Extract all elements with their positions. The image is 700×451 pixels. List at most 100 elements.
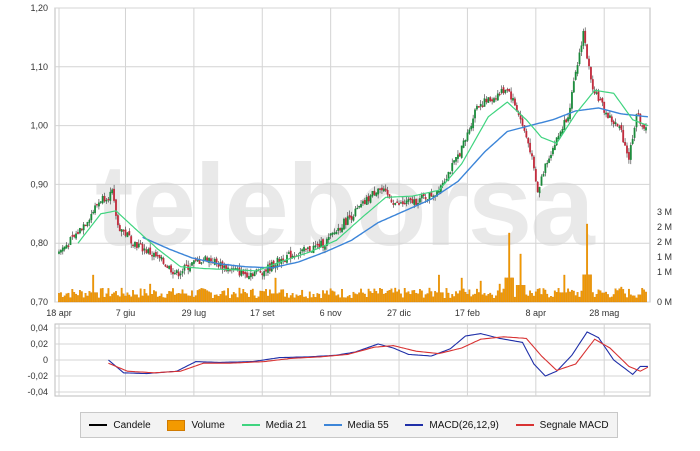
volume-bar <box>377 293 380 303</box>
legend-label: Media 21 <box>265 419 307 431</box>
volume-bar <box>413 290 416 303</box>
volume-bar <box>196 290 199 303</box>
candle-body <box>567 117 570 122</box>
volume-bar <box>495 295 497 303</box>
volume-bar <box>426 293 429 303</box>
candle-body <box>576 65 579 74</box>
volume-bar <box>401 297 404 303</box>
volume-bar <box>261 290 264 303</box>
volume-bar <box>559 292 562 303</box>
volume-bar <box>335 295 338 303</box>
volume-bar <box>316 293 319 303</box>
price-tick-label: 0,80 <box>30 238 48 248</box>
volume-bar <box>538 288 541 303</box>
volume-bar <box>381 288 383 303</box>
volume-bar <box>221 291 224 303</box>
volume-bar <box>192 296 195 303</box>
candle-body <box>512 98 514 101</box>
volume-bar <box>631 295 634 303</box>
candle-body <box>249 272 252 278</box>
volume-bar <box>445 288 448 303</box>
candle-body <box>474 109 476 119</box>
candle-body <box>58 251 60 254</box>
candle-body <box>153 253 155 257</box>
volume-bar <box>339 297 342 303</box>
volume-bar <box>84 293 87 303</box>
candle-body <box>424 197 427 200</box>
candle-body <box>464 140 467 142</box>
volume-bar <box>88 291 91 303</box>
candle-body <box>394 203 397 205</box>
candle-body <box>194 259 197 261</box>
candle-body <box>401 201 404 205</box>
volume-bar <box>337 294 340 303</box>
volume-bar <box>375 291 378 303</box>
volume-bar <box>457 293 459 303</box>
volume-bar <box>111 293 114 303</box>
candle-body <box>162 258 165 264</box>
volume-bar <box>303 296 305 303</box>
volume-bar <box>299 295 302 303</box>
candle-body <box>645 127 647 131</box>
volume-bar <box>453 296 456 303</box>
volume-bar <box>400 293 402 303</box>
volume-bar <box>143 288 146 303</box>
candle-body <box>457 154 459 159</box>
volume-bar <box>593 296 596 303</box>
candle-body <box>489 97 492 102</box>
volume-bar <box>265 289 267 303</box>
volume-bar <box>586 223 589 303</box>
volume-bar <box>455 291 457 303</box>
volume-bar <box>58 293 60 303</box>
candle-body <box>384 188 387 191</box>
volume-bar <box>407 291 410 303</box>
volume-bar <box>493 297 495 303</box>
candle-body <box>109 191 112 201</box>
candle-body <box>115 199 117 216</box>
volume-bar <box>154 291 157 303</box>
volume-bar <box>280 289 283 303</box>
date-tick-label: 8 apr <box>526 308 547 318</box>
legend-swatch <box>405 424 424 426</box>
candle-body <box>411 199 414 204</box>
candle-body <box>572 81 575 93</box>
volume-bar <box>276 293 279 303</box>
volume-bar <box>641 287 644 303</box>
candle-body <box>238 267 241 276</box>
candle-body <box>559 131 562 137</box>
candle-body <box>97 202 100 207</box>
candle-body <box>335 231 338 235</box>
volume-bar <box>149 283 152 303</box>
candle-body <box>200 262 203 264</box>
candle-body <box>468 129 471 134</box>
volume-bar <box>118 296 121 303</box>
candle-body <box>616 123 619 127</box>
volume-bar <box>255 297 258 303</box>
volume-bar <box>253 295 256 303</box>
volume-bar <box>498 283 501 303</box>
volume-bar <box>489 292 492 303</box>
candle-body <box>453 160 456 163</box>
candle-body <box>61 247 64 252</box>
volume-bar <box>515 285 518 303</box>
volume-bar <box>352 291 355 303</box>
date-tick-label: 18 apr <box>46 308 72 318</box>
candle-body <box>603 101 606 113</box>
volume-bar <box>80 291 83 303</box>
macd-tick-label: -0,04 <box>27 387 48 397</box>
volume-bar <box>314 297 317 303</box>
candle-body <box>354 208 357 217</box>
volume-bar <box>474 293 476 303</box>
volume-bar <box>382 293 385 303</box>
volume-bar <box>246 293 248 303</box>
volume-bar <box>305 296 307 303</box>
candle-body <box>324 246 326 250</box>
volume-bar <box>470 296 473 303</box>
candle-body <box>177 271 180 277</box>
volume-bar <box>449 297 452 303</box>
volume-bar <box>156 296 159 303</box>
volume-bar <box>394 287 397 303</box>
candle-body <box>196 259 199 262</box>
candle-body <box>90 213 93 221</box>
candle-body <box>69 237 72 246</box>
